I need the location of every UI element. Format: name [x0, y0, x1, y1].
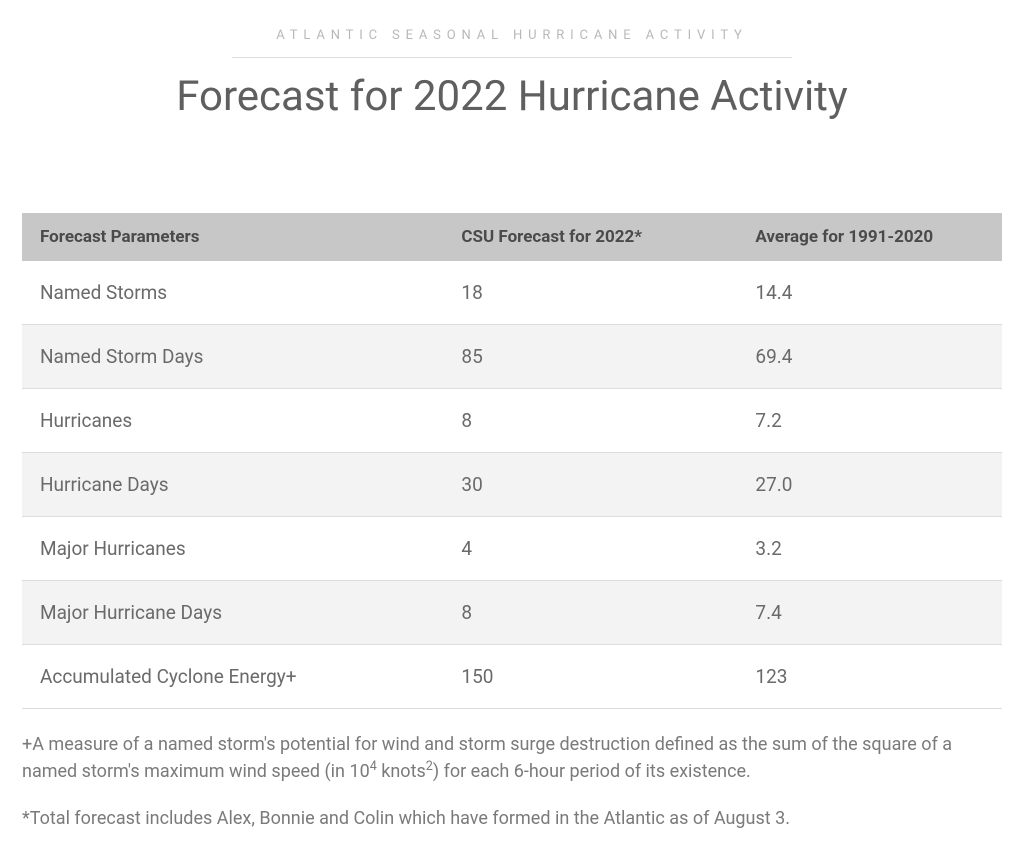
table-row: Major Hurricane Days 8 7.4 — [22, 581, 1002, 645]
cell-param: Hurricanes — [22, 389, 443, 453]
table-header-row: Forecast Parameters CSU Forecast for 202… — [22, 213, 1002, 261]
table-row: Named Storms 18 14.4 — [22, 261, 1002, 325]
cell-param: Major Hurricane Days — [22, 581, 443, 645]
forecast-table: Forecast Parameters CSU Forecast for 202… — [22, 213, 1002, 709]
cell-avg: 3.2 — [737, 517, 1002, 581]
cell-param: Named Storms — [22, 261, 443, 325]
cell-csu: 85 — [443, 325, 737, 389]
cell-csu: 150 — [443, 645, 737, 709]
page-title: Forecast for 2022 Hurricane Activity — [22, 72, 1002, 121]
cell-csu: 18 — [443, 261, 737, 325]
table-row: Accumulated Cyclone Energy+ 150 123 — [22, 645, 1002, 709]
cell-csu: 8 — [443, 581, 737, 645]
cell-avg: 69.4 — [737, 325, 1002, 389]
table-row: Major Hurricanes 4 3.2 — [22, 517, 1002, 581]
title-rule — [232, 57, 792, 58]
cell-csu: 30 — [443, 453, 737, 517]
table-row: Hurricane Days 30 27.0 — [22, 453, 1002, 517]
eyebrow-subtitle: ATLANTIC SEASONAL HURRICANE ACTIVITY — [22, 28, 1002, 57]
cell-avg: 7.2 — [737, 389, 1002, 453]
col-header-csu: CSU Forecast for 2022* — [443, 213, 737, 261]
col-header-parameters: Forecast Parameters — [22, 213, 443, 261]
cell-csu: 4 — [443, 517, 737, 581]
table-row: Named Storm Days 85 69.4 — [22, 325, 1002, 389]
cell-param: Named Storm Days — [22, 325, 443, 389]
footnote-ace: +A measure of a named storm's potential … — [22, 731, 1002, 785]
footnotes: +A measure of a named storm's potential … — [22, 731, 1002, 832]
cell-avg: 7.4 — [737, 581, 1002, 645]
footnote-total: *Total forecast includes Alex, Bonnie an… — [22, 805, 1002, 832]
cell-avg: 123 — [737, 645, 1002, 709]
cell-param: Hurricane Days — [22, 453, 443, 517]
cell-param: Major Hurricanes — [22, 517, 443, 581]
cell-param: Accumulated Cyclone Energy+ — [22, 645, 443, 709]
cell-avg: 27.0 — [737, 453, 1002, 517]
col-header-average: Average for 1991-2020 — [737, 213, 1002, 261]
cell-avg: 14.4 — [737, 261, 1002, 325]
cell-csu: 8 — [443, 389, 737, 453]
table-row: Hurricanes 8 7.2 — [22, 389, 1002, 453]
